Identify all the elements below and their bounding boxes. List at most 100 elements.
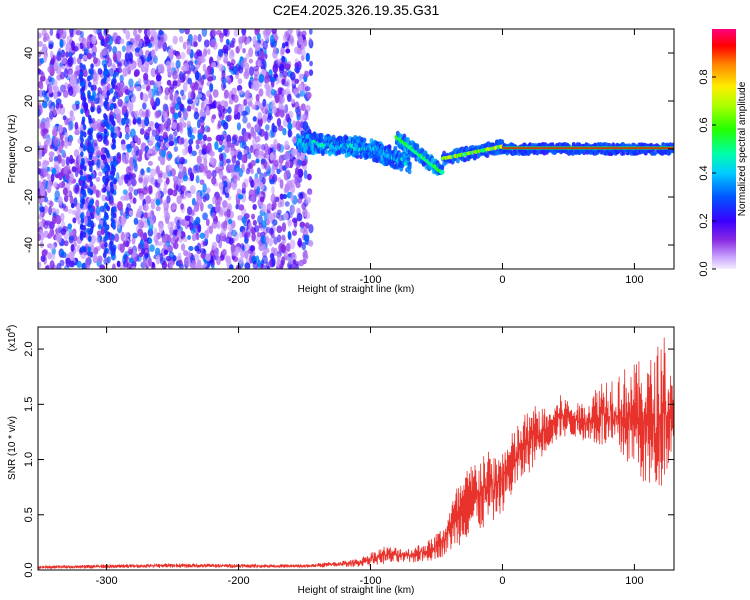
heatmap-cell [200,56,206,63]
heatmap-cell [61,158,66,167]
heatmap-cell [273,211,279,218]
heatmap-cell [70,243,75,252]
heatmap-cell [261,255,268,264]
heatmap-cell [252,35,257,45]
heatmap-cell [125,64,131,72]
heatmap-cell [253,65,259,72]
heatmap-cell [139,221,144,229]
heatmap-cell [175,59,181,69]
heatmap-cell [138,49,144,56]
heatmap-cell [148,120,155,127]
heatmap-cell [113,178,117,185]
heatmap-cell [177,137,182,145]
heatmap-cell [55,214,62,225]
heatmap-cell [38,221,43,229]
heatmap-cell [134,110,139,119]
heatmap-cell [89,228,93,235]
heatmap-cell [249,245,256,252]
heatmap-cell [100,227,105,235]
heatmap-cell [150,135,155,144]
heatmap-cell [43,54,48,63]
heatmap-cell [158,135,164,142]
heatmap-cell [276,253,281,261]
tick-label: 0.0 [698,261,710,276]
heatmap-cell [149,244,155,253]
heatmap-cell [86,35,91,45]
heatmap-cell [279,108,286,118]
snr-x-axis: -300 -200 -100 0 100 [96,327,644,587]
heatmap-cell [189,184,196,195]
heatmap-cell [240,59,246,68]
heatmap-cell [138,108,144,118]
heatmap-cell [237,151,243,161]
heatmap-cell [151,261,155,268]
heatmap-cell [177,121,183,132]
heatmap-cell [49,260,55,269]
heatmap-cell [183,62,190,72]
heatmap-cell [298,73,303,82]
heatmap-cell [209,83,214,93]
heatmap-cell [146,29,151,38]
heatmap-cell [221,248,227,256]
heatmap-cell [183,138,189,149]
heatmap-cell [266,265,271,269]
heatmap-cell [148,237,153,244]
heatmap-cell [67,208,74,215]
heatmap-cell [293,88,298,96]
heatmap-cell [65,156,70,166]
heatmap-cell [101,48,107,56]
heatmap-cell [136,38,143,49]
heatmap-cell [148,185,153,192]
heatmap-cell [38,149,43,160]
heatmap-cell [193,51,199,60]
heatmap-cell [285,78,291,88]
heatmap-cell [163,201,168,209]
tick-label: 0.4 [698,165,710,180]
heatmap-cell [124,95,130,104]
heatmap-cell [276,117,282,127]
spectrogram-ylabel: Frequency (Hz) [7,115,18,184]
heatmap-cell [92,56,98,65]
heatmap-cell [73,197,78,207]
heatmap-cell [120,231,125,242]
heatmap-cell [49,243,56,251]
heatmap-cell [79,232,84,239]
heatmap-cell [40,196,45,203]
heatmap-cell [65,45,70,52]
heatmap-cell [280,105,286,111]
heatmap-cell [203,157,208,167]
heatmap-cell [104,227,108,234]
heatmap-cell [79,213,84,220]
heatmap-cell [43,205,48,214]
heatmap-cell [217,48,224,57]
heatmap-cell [120,216,127,225]
heatmap-cell [48,151,55,158]
heatmap-cell [79,169,84,176]
heatmap-cell [304,86,311,92]
heatmap-cell [224,186,231,194]
heatmap-cell [262,40,268,50]
heatmap-cell [223,53,229,62]
heatmap-cell [279,193,284,200]
heatmap-cell [227,106,232,114]
heatmap-cell [202,134,207,142]
heatmap-cell [177,173,183,179]
heatmap-cell [289,239,296,250]
heatmap-cell [39,203,43,213]
heatmap-cell [271,29,277,35]
heatmap-cell [309,29,313,35]
heatmap-cell [116,260,121,268]
heatmap-cell [256,167,261,175]
heatmap-cell [142,92,148,103]
heatmap-cell [191,150,197,157]
heatmap-cell [206,126,211,133]
heatmap-cell [182,41,187,50]
heatmap-cell [82,246,87,253]
heatmap-cell [61,203,67,209]
heatmap-cell [287,230,292,240]
heatmap-cell [45,264,50,269]
heatmap-cell [234,164,240,173]
heatmap-cell [125,213,130,220]
heatmap-cell [140,54,147,63]
heatmap-cell [303,249,308,259]
